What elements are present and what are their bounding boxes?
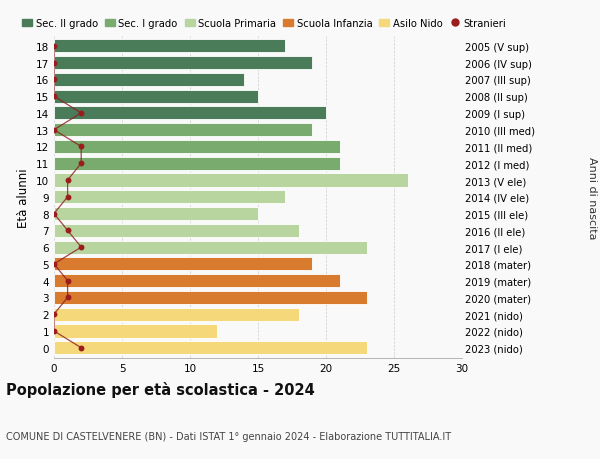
Bar <box>54 57 313 70</box>
Point <box>63 194 73 201</box>
Point <box>76 110 86 118</box>
Point <box>49 127 59 134</box>
Bar <box>54 90 258 103</box>
Y-axis label: Età alunni: Età alunni <box>17 168 31 227</box>
Bar <box>54 157 340 170</box>
Legend: Sec. II grado, Sec. I grado, Scuola Primaria, Scuola Infanzia, Asilo Nido, Stran: Sec. II grado, Sec. I grado, Scuola Prim… <box>22 18 506 28</box>
Point <box>49 93 59 101</box>
Text: Anni di nascita: Anni di nascita <box>587 156 597 239</box>
Point <box>63 277 73 285</box>
Bar <box>54 140 340 154</box>
Bar <box>54 274 340 288</box>
Bar <box>54 224 299 237</box>
Point <box>63 227 73 235</box>
Bar <box>54 207 258 221</box>
Bar <box>54 40 285 53</box>
Bar <box>54 191 285 204</box>
Bar <box>54 124 313 137</box>
Bar <box>54 107 326 120</box>
Bar <box>54 258 313 271</box>
Point <box>76 244 86 251</box>
Point <box>63 294 73 302</box>
Bar <box>54 74 244 87</box>
Point <box>49 60 59 67</box>
Point <box>63 177 73 185</box>
Point <box>49 261 59 268</box>
Point <box>76 160 86 168</box>
Text: COMUNE DI CASTELVENERE (BN) - Dati ISTAT 1° gennaio 2024 - Elaborazione TUTTITAL: COMUNE DI CASTELVENERE (BN) - Dati ISTAT… <box>6 431 451 441</box>
Point <box>49 43 59 50</box>
Text: Popolazione per età scolastica - 2024: Popolazione per età scolastica - 2024 <box>6 381 315 397</box>
Point <box>49 77 59 84</box>
Point <box>76 144 86 151</box>
Bar <box>54 325 217 338</box>
Bar <box>54 174 407 187</box>
Bar <box>54 241 367 254</box>
Point <box>49 210 59 218</box>
Point <box>49 328 59 335</box>
Bar <box>54 341 367 354</box>
Point <box>76 344 86 352</box>
Point <box>49 311 59 318</box>
Bar <box>54 291 367 304</box>
Bar <box>54 308 299 321</box>
